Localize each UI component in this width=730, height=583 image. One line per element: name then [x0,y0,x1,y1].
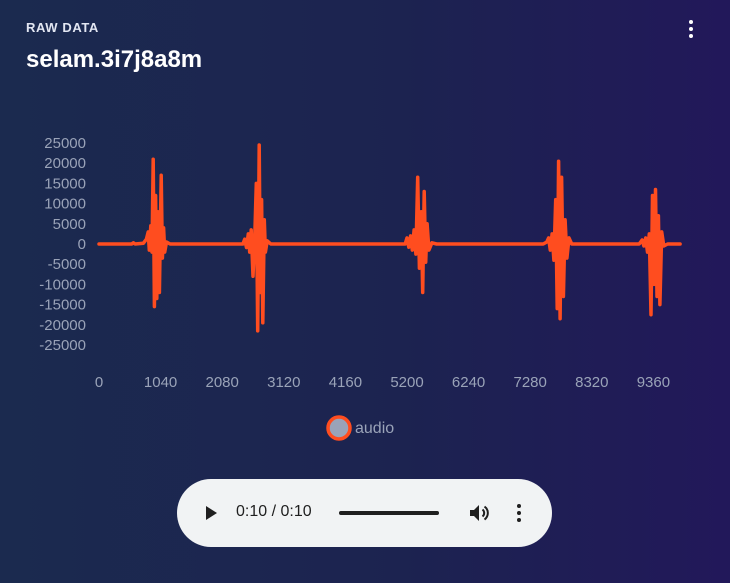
y-tick-label: -10000 [39,276,86,293]
legend-label[interactable]: audio [355,420,394,437]
x-tick-label: 7280 [514,374,547,391]
player-menu-icon[interactable] [514,503,524,523]
x-tick-label: 2080 [206,374,239,391]
legend-marker[interactable] [326,415,352,441]
series-line-audio [97,143,682,333]
section-label: RAW DATA [26,20,99,35]
y-tick-label: 0 [78,236,86,253]
progress-fill [339,511,439,515]
page-title: selam.3i7j8a8m [26,46,203,73]
y-tick-label: 5000 [53,216,86,233]
y-tick-label: 25000 [44,135,86,152]
y-tick-label: -20000 [39,317,86,334]
x-tick-label: 8320 [575,374,608,391]
y-tick-label: -25000 [39,337,86,354]
x-tick-label: 9360 [637,374,670,391]
x-tick-label: 5200 [390,374,423,391]
audio-player: 0:10 / 0:10 [177,479,552,547]
x-tick-label: 3120 [267,374,300,391]
x-tick-label: 6240 [452,374,485,391]
y-tick-label: 20000 [44,155,86,172]
y-tick-label: -5000 [48,256,86,273]
time-display: 0:10 / 0:10 [236,503,312,520]
more-vert-icon[interactable] [680,16,702,42]
progress-bar[interactable] [339,511,439,515]
play-icon[interactable] [201,503,221,523]
waveform-chart: 25000 20000 15000 10000 5000 0 -5000 -10000 -150… [39,135,682,441]
x-tick-label: 1040 [144,374,177,391]
volume-icon[interactable] [467,501,491,525]
y-tick-label: 15000 [44,175,86,192]
y-tick-label: 10000 [44,196,86,213]
x-tick-label: 0 [95,374,103,391]
x-tick-label: 4160 [329,374,362,391]
y-tick-label: -15000 [39,297,86,314]
